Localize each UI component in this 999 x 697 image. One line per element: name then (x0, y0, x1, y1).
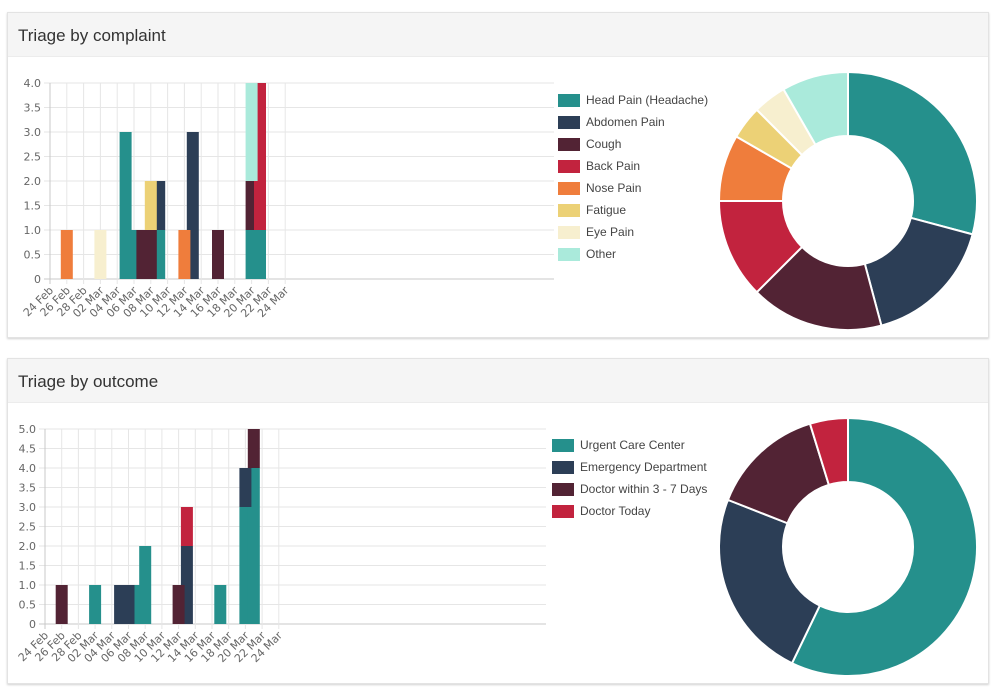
legend-label: Other (586, 247, 617, 261)
bar-other-19-mar[interactable] (245, 83, 258, 181)
complaint-card: Triage by complaint 4.0 3.5 3.0 2.5 2.0 1.5 1.… (7, 12, 989, 338)
legend-item-doctor-today[interactable]: Doctor Today (552, 500, 707, 522)
y-tick-label: 2.0 (24, 175, 42, 188)
donut-slice-head-pain-headache[interactable] (847, 70, 978, 236)
y-tick-label: 2.0 (19, 540, 37, 553)
y-tick-label: 0.5 (19, 599, 37, 612)
legend-item-doctor-within-3-7-days[interactable]: Doctor within 3 - 7 Days (552, 478, 707, 500)
bar-urgent-care-center-16-mar[interactable] (214, 585, 227, 624)
y-tick-label: 0.5 (24, 249, 42, 262)
complaint-legend: Head Pain (Headache) Abdomen Pain Cough Bac… (558, 89, 708, 265)
legend-label: Eye Pain (586, 225, 635, 239)
y-tick-label: 2.5 (24, 151, 42, 164)
legend-swatch (558, 137, 580, 151)
legend-item-cough[interactable]: Cough (558, 133, 708, 155)
bar-head-pain-headache-20-mar[interactable] (254, 230, 266, 279)
bar-cough-07-mar[interactable] (144, 230, 157, 279)
bar-cough-15-mar[interactable] (212, 230, 224, 279)
legend-item-eye-pain[interactable]: Eye Pain (558, 221, 708, 243)
outcome-chart-area: 5.0 4.5 4.0 3.5 3.0 2.5 2.0 1.5 1.0 0.5 0 24 Feb 26 … (8, 403, 988, 683)
donut-slice-doctor-today[interactable] (808, 416, 849, 487)
y-tick-label: 3.0 (24, 126, 42, 139)
legend-label: Urgent Care Center (580, 438, 685, 452)
complaint-chart-area: 4.0 3.5 3.0 2.5 2.0 1.5 1.0 0.5 0 24 Feb 26 Feb 28 … (8, 57, 988, 337)
bar-eye-pain-01-mar[interactable] (94, 230, 107, 279)
bar-nose-pain-26-feb[interactable] (60, 230, 73, 279)
legend-item-other[interactable]: Other (558, 243, 708, 265)
y-tick-label: 1.5 (19, 560, 37, 573)
legend-swatch (558, 247, 580, 261)
legend-swatch (552, 504, 574, 518)
legend-item-back-pain[interactable]: Back Pain (558, 155, 708, 177)
legend-swatch (558, 225, 580, 239)
legend-label: Doctor Today (580, 504, 651, 518)
bar-doctor-today-12-mar[interactable] (180, 507, 193, 546)
legend-label: Fatigue (586, 203, 627, 217)
donut-slice-other[interactable] (782, 70, 849, 147)
legend-swatch (558, 203, 580, 217)
y-tick-label: 1.0 (24, 224, 42, 237)
legend-item-fatigue[interactable]: Fatigue (558, 199, 708, 221)
y-tick-label: 0 (29, 618, 36, 631)
bar-doctor-within-3-7-days-26-feb[interactable] (55, 585, 68, 624)
y-tick-label: 4.5 (19, 443, 37, 456)
outcome-card: Triage by outcome 5.0 4.5 4.0 3.5 3.0 2.5 2.0 1… (7, 358, 989, 684)
legend-swatch (558, 115, 580, 129)
legend-label: Doctor within 3 - 7 Days (580, 482, 708, 496)
bar-urgent-care-center-20-mar[interactable] (247, 468, 260, 624)
legend-swatch (552, 438, 574, 452)
legend-swatch (552, 460, 574, 474)
bar-doctor-within-3-7-days-20-mar[interactable] (247, 429, 260, 468)
legend-item-head-pain-headache[interactable]: Head Pain (Headache) (558, 89, 708, 111)
outcome-legend: Urgent Care Center Emergency Department Do… (552, 434, 707, 522)
legend-item-emergency-department[interactable]: Emergency Department (552, 456, 707, 478)
legend-swatch (558, 181, 580, 195)
legend-item-nose-pain[interactable]: Nose Pain (558, 177, 708, 199)
card-title: Triage by outcome (8, 359, 988, 403)
bar-urgent-care-center-07-mar[interactable] (139, 546, 152, 624)
y-tick-label: 3.0 (19, 501, 37, 514)
legend-label: Abdomen Pain (586, 115, 665, 129)
y-tick-label: 1.5 (24, 200, 42, 213)
bar-urgent-care-center-01-mar[interactable] (89, 585, 102, 624)
donut-slice-abdomen-pain[interactable] (863, 216, 974, 327)
bar-emergency-department-19-mar[interactable] (239, 468, 252, 507)
legend-swatch (558, 159, 580, 173)
bar-nose-pain-11-mar[interactable] (178, 230, 191, 279)
outcome-donut-chart (718, 416, 978, 677)
legend-label: Head Pain (Headache) (586, 93, 709, 107)
legend-swatch (552, 482, 574, 496)
legend-item-abdomen-pain[interactable]: Abdomen Pain (558, 111, 708, 133)
donut-slice-urgent-care-center[interactable] (790, 416, 978, 677)
legend-swatch (558, 93, 580, 107)
legend-label: Emergency Department (580, 460, 707, 474)
y-tick-label: 3.5 (19, 482, 37, 495)
y-tick-label: 2.5 (19, 521, 37, 534)
y-tick-label: 5.0 (19, 423, 37, 436)
bar-doctor-within-3-7-days-11-mar[interactable] (172, 585, 185, 624)
y-tick-label: 3.5 (24, 102, 42, 115)
y-tick-label: 4.0 (19, 462, 37, 475)
legend-label: Back Pain (586, 159, 641, 173)
y-tick-label: 0 (34, 273, 41, 286)
bar-fatigue-07-mar[interactable] (144, 181, 157, 230)
legend-label: Nose Pain (586, 181, 642, 195)
donut-slice-emergency-department[interactable] (718, 498, 822, 665)
y-tick-label: 1.0 (19, 579, 37, 592)
complaint-donut-chart (717, 70, 978, 331)
bar-emergency-department-05-mar[interactable] (122, 585, 135, 624)
legend-label: Cough (586, 137, 622, 151)
legend-item-urgent-care-center[interactable]: Urgent Care Center (552, 434, 707, 456)
y-tick-label: 4.0 (24, 77, 42, 90)
card-title: Triage by complaint (8, 13, 988, 57)
